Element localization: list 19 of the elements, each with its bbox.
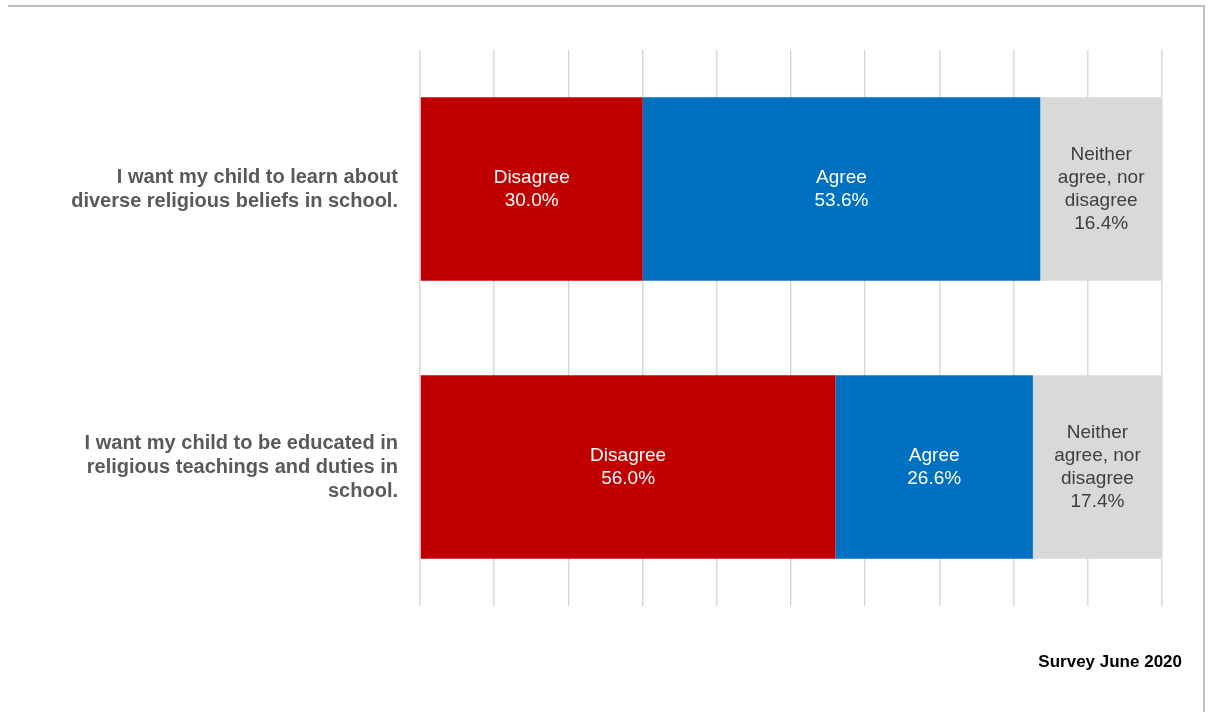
data-label: 56.0% [601,466,656,488]
text: Agree [908,443,960,465]
series-label: Neither agree, nor disagree [1057,142,1146,210]
bar [642,97,1041,281]
data-label: 26.6% [907,466,962,488]
text: Survey June 2020 [1038,652,1182,672]
bar [420,97,643,281]
data-label: 53.6% [814,188,869,210]
series-label: Disagree [493,165,570,187]
bar [420,375,836,559]
y-tick-label: I want my child to learn about diverse religious beliefs in school. [71,164,399,211]
y-tick-label: I want my child to be educated in religious teachings and duties in school. [84,430,398,501]
text: Neither agree, nor disagree [1054,420,1141,488]
data-label: 17.4% [1070,489,1125,511]
bar [835,375,1033,559]
series-label: Agree [816,165,867,187]
text: Disagree [590,443,667,465]
data-label: 30.0% [504,188,559,210]
data-label: 16.4% [1074,211,1129,233]
